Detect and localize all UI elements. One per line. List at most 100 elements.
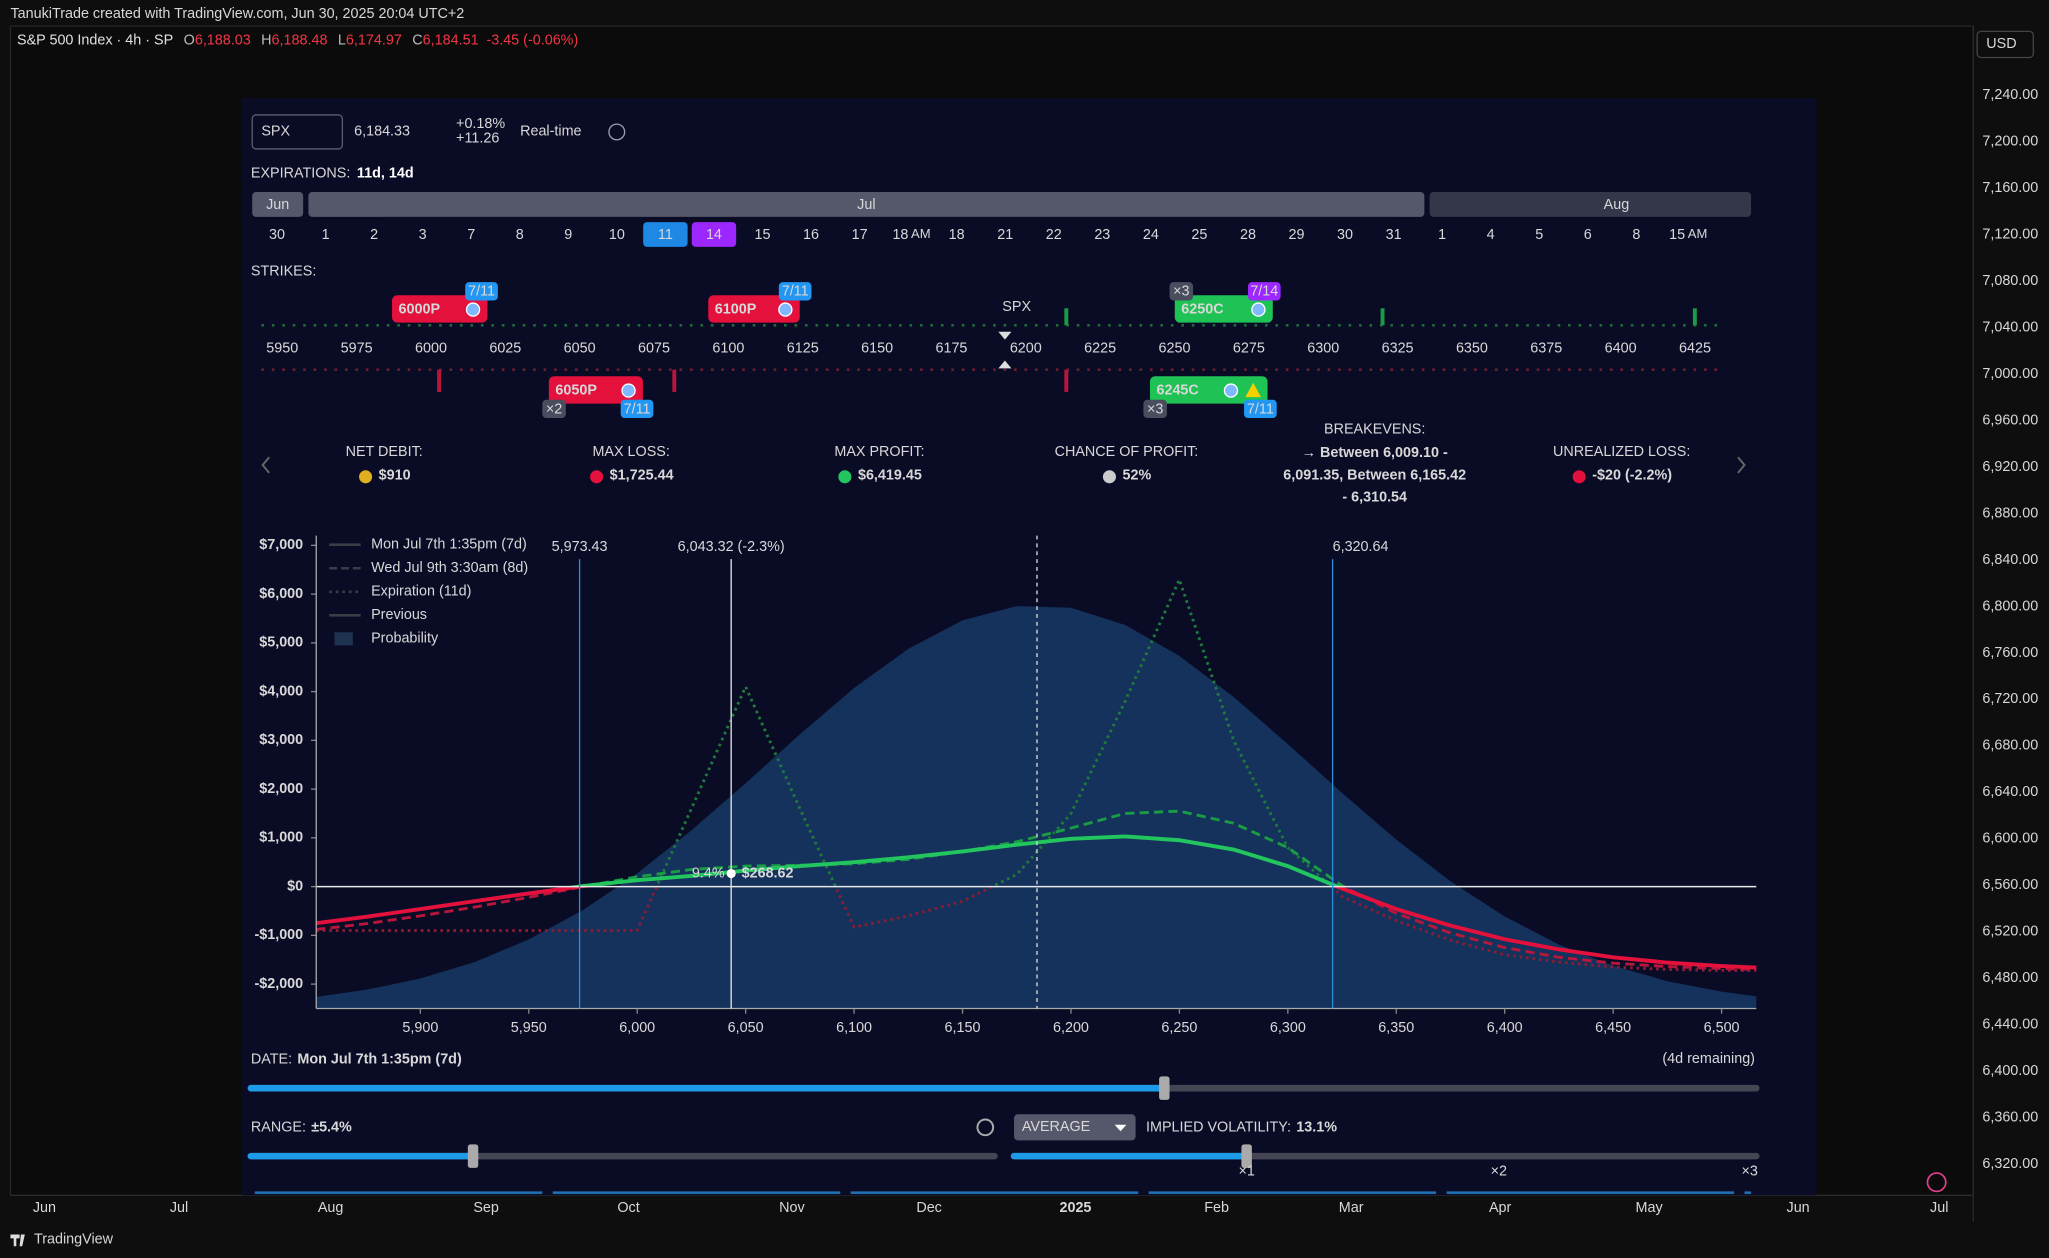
leg-label[interactable]: 6250C xyxy=(1181,301,1223,317)
day[interactable]: 15 AM xyxy=(1669,227,1707,243)
stats-next[interactable] xyxy=(1737,456,1746,474)
day[interactable]: 31 xyxy=(1386,227,1402,243)
time-label: Aug xyxy=(318,1200,344,1216)
range-slider-thumb[interactable] xyxy=(467,1144,479,1168)
day[interactable]: 28 xyxy=(1240,227,1256,243)
leg-pill[interactable] xyxy=(1174,295,1273,323)
date-remaining: (4d remaining) xyxy=(1662,1051,1755,1067)
leg-label[interactable]: 6050P xyxy=(555,382,597,398)
stat-value: → Between 6,009.10 - xyxy=(1302,445,1448,461)
day[interactable]: 1 xyxy=(322,227,330,243)
legend-entry[interactable]: Expiration (11d) xyxy=(371,584,471,600)
day[interactable]: 11 xyxy=(658,227,673,243)
legend-entry[interactable]: Mon Jul 7th 1:35pm (7d) xyxy=(371,537,527,553)
strike-tick[interactable]: 6350 xyxy=(1456,341,1488,357)
iv-mode-button[interactable] xyxy=(1014,1114,1136,1141)
stats-prev[interactable] xyxy=(261,456,270,474)
leg-label[interactable]: 6000P xyxy=(399,301,441,317)
day[interactable]: 21 xyxy=(997,227,1013,243)
legend-entry[interactable]: Probability xyxy=(371,631,439,647)
strike-tick[interactable]: 5975 xyxy=(341,341,373,357)
month-bar xyxy=(252,192,304,217)
ticker[interactable]: SPX xyxy=(261,124,290,140)
day[interactable]: 1 xyxy=(1438,227,1446,243)
strike-tick[interactable]: 6025 xyxy=(489,341,521,357)
day[interactable]: 6 xyxy=(1584,227,1592,243)
strike-tick[interactable]: 5950 xyxy=(266,341,298,357)
strikes-label: STRIKES: xyxy=(251,264,316,280)
day[interactable]: 7 xyxy=(467,227,475,243)
day[interactable]: 8 xyxy=(1632,227,1640,243)
time-label: Jun xyxy=(33,1200,56,1216)
strike-tick[interactable]: 6150 xyxy=(861,341,893,357)
day-selected[interactable] xyxy=(691,222,737,247)
stat-label: UNREALIZED LOSS: xyxy=(1553,444,1690,460)
leg-pill[interactable] xyxy=(1149,376,1268,404)
ohlc-label: C xyxy=(412,32,422,48)
strike-tick[interactable]: 6225 xyxy=(1084,341,1116,357)
strike-tick[interactable]: 6125 xyxy=(787,341,819,357)
day[interactable]: 5 xyxy=(1535,227,1543,243)
stat-icon xyxy=(838,470,852,484)
range-label: RANGE: xyxy=(251,1119,306,1135)
strike-tick[interactable]: 6075 xyxy=(638,341,670,357)
reset-icon[interactable] xyxy=(976,1118,995,1137)
strike-tick[interactable]: 6100 xyxy=(712,341,744,357)
day[interactable]: 9 xyxy=(564,227,572,243)
help-icon[interactable] xyxy=(608,123,626,141)
price-label: 6,800.00 xyxy=(1982,598,2038,614)
day[interactable]: 16 xyxy=(803,227,819,243)
ohlc-label: H xyxy=(261,32,271,48)
day[interactable]: 30 xyxy=(1337,227,1353,243)
day[interactable]: 2 xyxy=(370,227,378,243)
strike-tick[interactable]: 6425 xyxy=(1679,341,1711,357)
day[interactable]: 24 xyxy=(1143,227,1159,243)
iv-label: IMPLIED VOLATILITY: xyxy=(1146,1119,1291,1135)
iv-slider-thumb[interactable] xyxy=(1241,1144,1252,1168)
day[interactable]: 3 xyxy=(419,227,427,243)
vertical-marker-label: 6,043.32 (-2.3%) xyxy=(678,539,785,555)
strike-tick[interactable]: 6325 xyxy=(1382,341,1414,357)
leg-date-badge xyxy=(1247,282,1281,301)
leg-pill[interactable] xyxy=(548,376,643,404)
strike-tick[interactable]: 6200 xyxy=(1010,341,1042,357)
strike-tick[interactable]: 6275 xyxy=(1233,341,1265,357)
day[interactable]: 22 xyxy=(1046,227,1062,243)
day-suffix: AM xyxy=(1688,227,1708,242)
strike-tick[interactable]: 6300 xyxy=(1307,341,1339,357)
legend-entry[interactable]: Previous xyxy=(371,607,427,623)
month-bar xyxy=(308,192,1425,217)
day[interactable]: 4 xyxy=(1487,227,1495,243)
leg-label[interactable]: 6245C xyxy=(1156,382,1198,398)
day-selected[interactable] xyxy=(643,222,688,247)
strike-tick[interactable]: 6400 xyxy=(1605,341,1637,357)
currency[interactable]: USD xyxy=(1986,36,2016,52)
date-slider-thumb[interactable] xyxy=(1159,1076,1170,1100)
day[interactable]: 18 AM xyxy=(892,227,930,243)
day[interactable]: 18 xyxy=(949,227,965,243)
day-label: 18 xyxy=(892,227,908,243)
strike-tick[interactable]: 6050 xyxy=(564,341,596,357)
day[interactable]: 30 xyxy=(269,227,285,243)
iv-mode[interactable]: AVERAGE xyxy=(1022,1119,1090,1135)
day[interactable]: 23 xyxy=(1094,227,1110,243)
day[interactable]: 14 xyxy=(706,227,722,243)
strike-tick[interactable]: 6175 xyxy=(935,341,967,357)
leg-pill[interactable] xyxy=(708,295,800,323)
legend-entry[interactable]: Wed Jul 9th 3:30am (8d) xyxy=(371,560,528,576)
day[interactable]: 15 xyxy=(755,227,771,243)
day[interactable]: 29 xyxy=(1289,227,1305,243)
ohlc-label: O xyxy=(184,32,195,48)
leg-label[interactable]: 6100P xyxy=(715,301,757,317)
strike-tick[interactable]: 6250 xyxy=(1159,341,1191,357)
leg-pill[interactable] xyxy=(392,295,488,323)
lightning-icon[interactable] xyxy=(1926,1172,1947,1193)
currency-box[interactable] xyxy=(1976,30,2034,59)
strike-tick[interactable]: 6375 xyxy=(1530,341,1562,357)
day[interactable]: 10 xyxy=(609,227,625,243)
day[interactable]: 17 xyxy=(852,227,868,243)
day[interactable]: 8 xyxy=(516,227,524,243)
strike-tick[interactable]: 6000 xyxy=(415,341,447,357)
ticker-input[interactable] xyxy=(251,114,344,150)
day[interactable]: 25 xyxy=(1191,227,1207,243)
